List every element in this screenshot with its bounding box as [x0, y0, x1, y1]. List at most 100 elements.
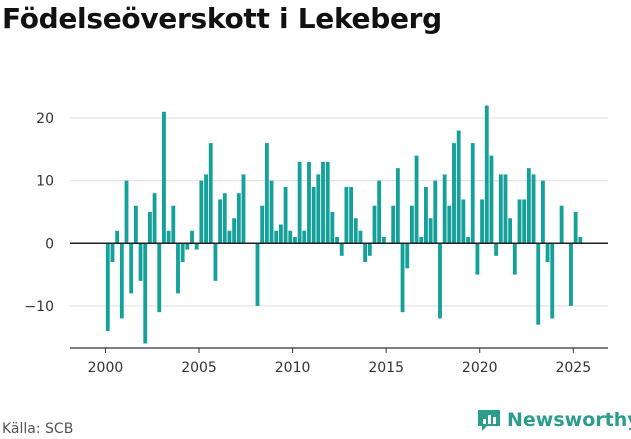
bar — [297, 161, 302, 244]
x-tick-label: 2015 — [368, 360, 404, 376]
bar — [264, 143, 269, 244]
bar — [484, 105, 489, 244]
bar — [377, 180, 382, 244]
bar — [391, 205, 396, 244]
source-note: Källa: SCB — [2, 421, 74, 437]
bar — [133, 205, 138, 244]
bar — [105, 243, 110, 331]
bar — [269, 180, 274, 244]
bar — [180, 243, 185, 263]
y-tick-label: 0 — [45, 236, 54, 252]
bar — [274, 230, 279, 244]
bar — [508, 218, 513, 244]
bar — [536, 243, 541, 325]
bar — [456, 130, 461, 244]
bar — [517, 199, 522, 244]
bar — [288, 230, 293, 244]
bar — [255, 243, 260, 306]
bar — [339, 243, 344, 256]
bar — [531, 174, 536, 244]
bar — [452, 143, 456, 244]
bar — [138, 243, 143, 281]
bar — [283, 186, 288, 244]
bar — [278, 224, 283, 244]
bar — [522, 199, 527, 244]
bar — [194, 243, 199, 250]
bar — [110, 243, 115, 263]
bar — [414, 155, 419, 244]
bar — [166, 230, 171, 244]
bar — [358, 230, 363, 244]
bar — [419, 237, 424, 244]
bar — [208, 143, 213, 244]
bars — [105, 105, 583, 344]
y-tick-label: 10 — [36, 174, 54, 190]
bar — [503, 174, 508, 244]
bar — [129, 243, 134, 294]
bar — [176, 243, 180, 294]
bar — [307, 161, 311, 244]
bar — [489, 155, 494, 244]
bar — [152, 193, 157, 244]
bar — [395, 168, 400, 244]
bar — [573, 211, 578, 244]
bar — [353, 218, 358, 244]
bar — [335, 237, 339, 244]
bar — [171, 205, 176, 244]
bar — [119, 243, 124, 319]
bar — [367, 243, 372, 256]
x-tick-label: 2010 — [275, 360, 311, 376]
bar — [236, 193, 241, 244]
bar — [199, 180, 204, 244]
bar — [461, 199, 466, 244]
y-tick-label: −10 — [24, 299, 54, 315]
bar — [222, 193, 227, 244]
bar — [433, 180, 438, 244]
x-tick-label: 2025 — [555, 360, 591, 376]
bar — [330, 211, 335, 244]
brand-logo[interactable]: Newsworthy — [476, 408, 631, 432]
bar — [569, 243, 573, 306]
bar — [475, 243, 480, 275]
bar — [311, 186, 316, 244]
bar — [115, 230, 120, 244]
bar — [143, 243, 148, 344]
bar — [185, 243, 190, 250]
bar — [218, 199, 222, 244]
bar — [325, 161, 330, 244]
bar — [381, 237, 386, 244]
bar — [232, 218, 237, 244]
bar — [526, 168, 531, 244]
bar — [293, 237, 297, 244]
bar — [349, 186, 353, 244]
bar — [316, 174, 321, 244]
bar — [498, 174, 503, 244]
bar — [321, 161, 325, 244]
newsworthy-logo-icon — [478, 410, 500, 431]
axes — [70, 242, 608, 353]
bar — [512, 243, 517, 275]
x-tick-label: 2005 — [181, 360, 217, 376]
bar — [550, 243, 555, 319]
bar — [302, 230, 307, 244]
bar — [157, 243, 162, 313]
bar — [447, 205, 452, 244]
bar — [147, 211, 152, 244]
bar — [559, 205, 564, 244]
brand-name: Newsworthy — [507, 409, 631, 431]
bar — [162, 111, 166, 244]
bar — [466, 237, 470, 244]
bar — [363, 243, 368, 263]
bar — [190, 230, 194, 244]
bar — [241, 174, 246, 244]
chart-title: Födelseöverskott i Lekeberg — [2, 2, 442, 35]
bar — [227, 230, 232, 244]
bar — [578, 237, 583, 244]
bar — [428, 218, 433, 244]
bar — [470, 143, 475, 244]
bar — [424, 186, 428, 244]
bar — [480, 199, 484, 244]
bar — [540, 180, 545, 244]
